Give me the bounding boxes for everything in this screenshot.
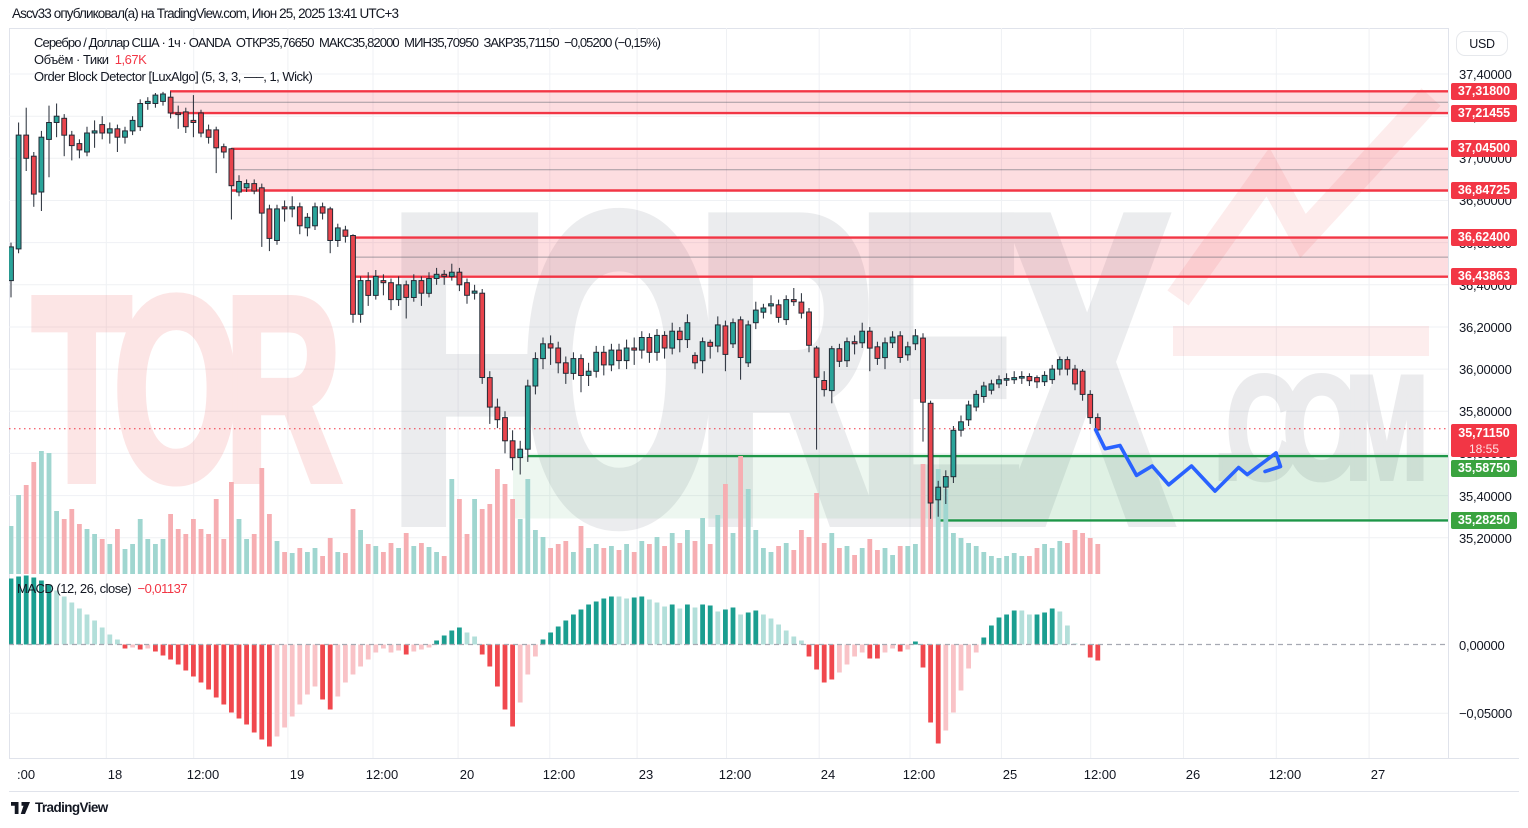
svg-text:.COM: .COM [1214, 347, 1428, 510]
svg-text:TOR: TOR [32, 243, 342, 536]
